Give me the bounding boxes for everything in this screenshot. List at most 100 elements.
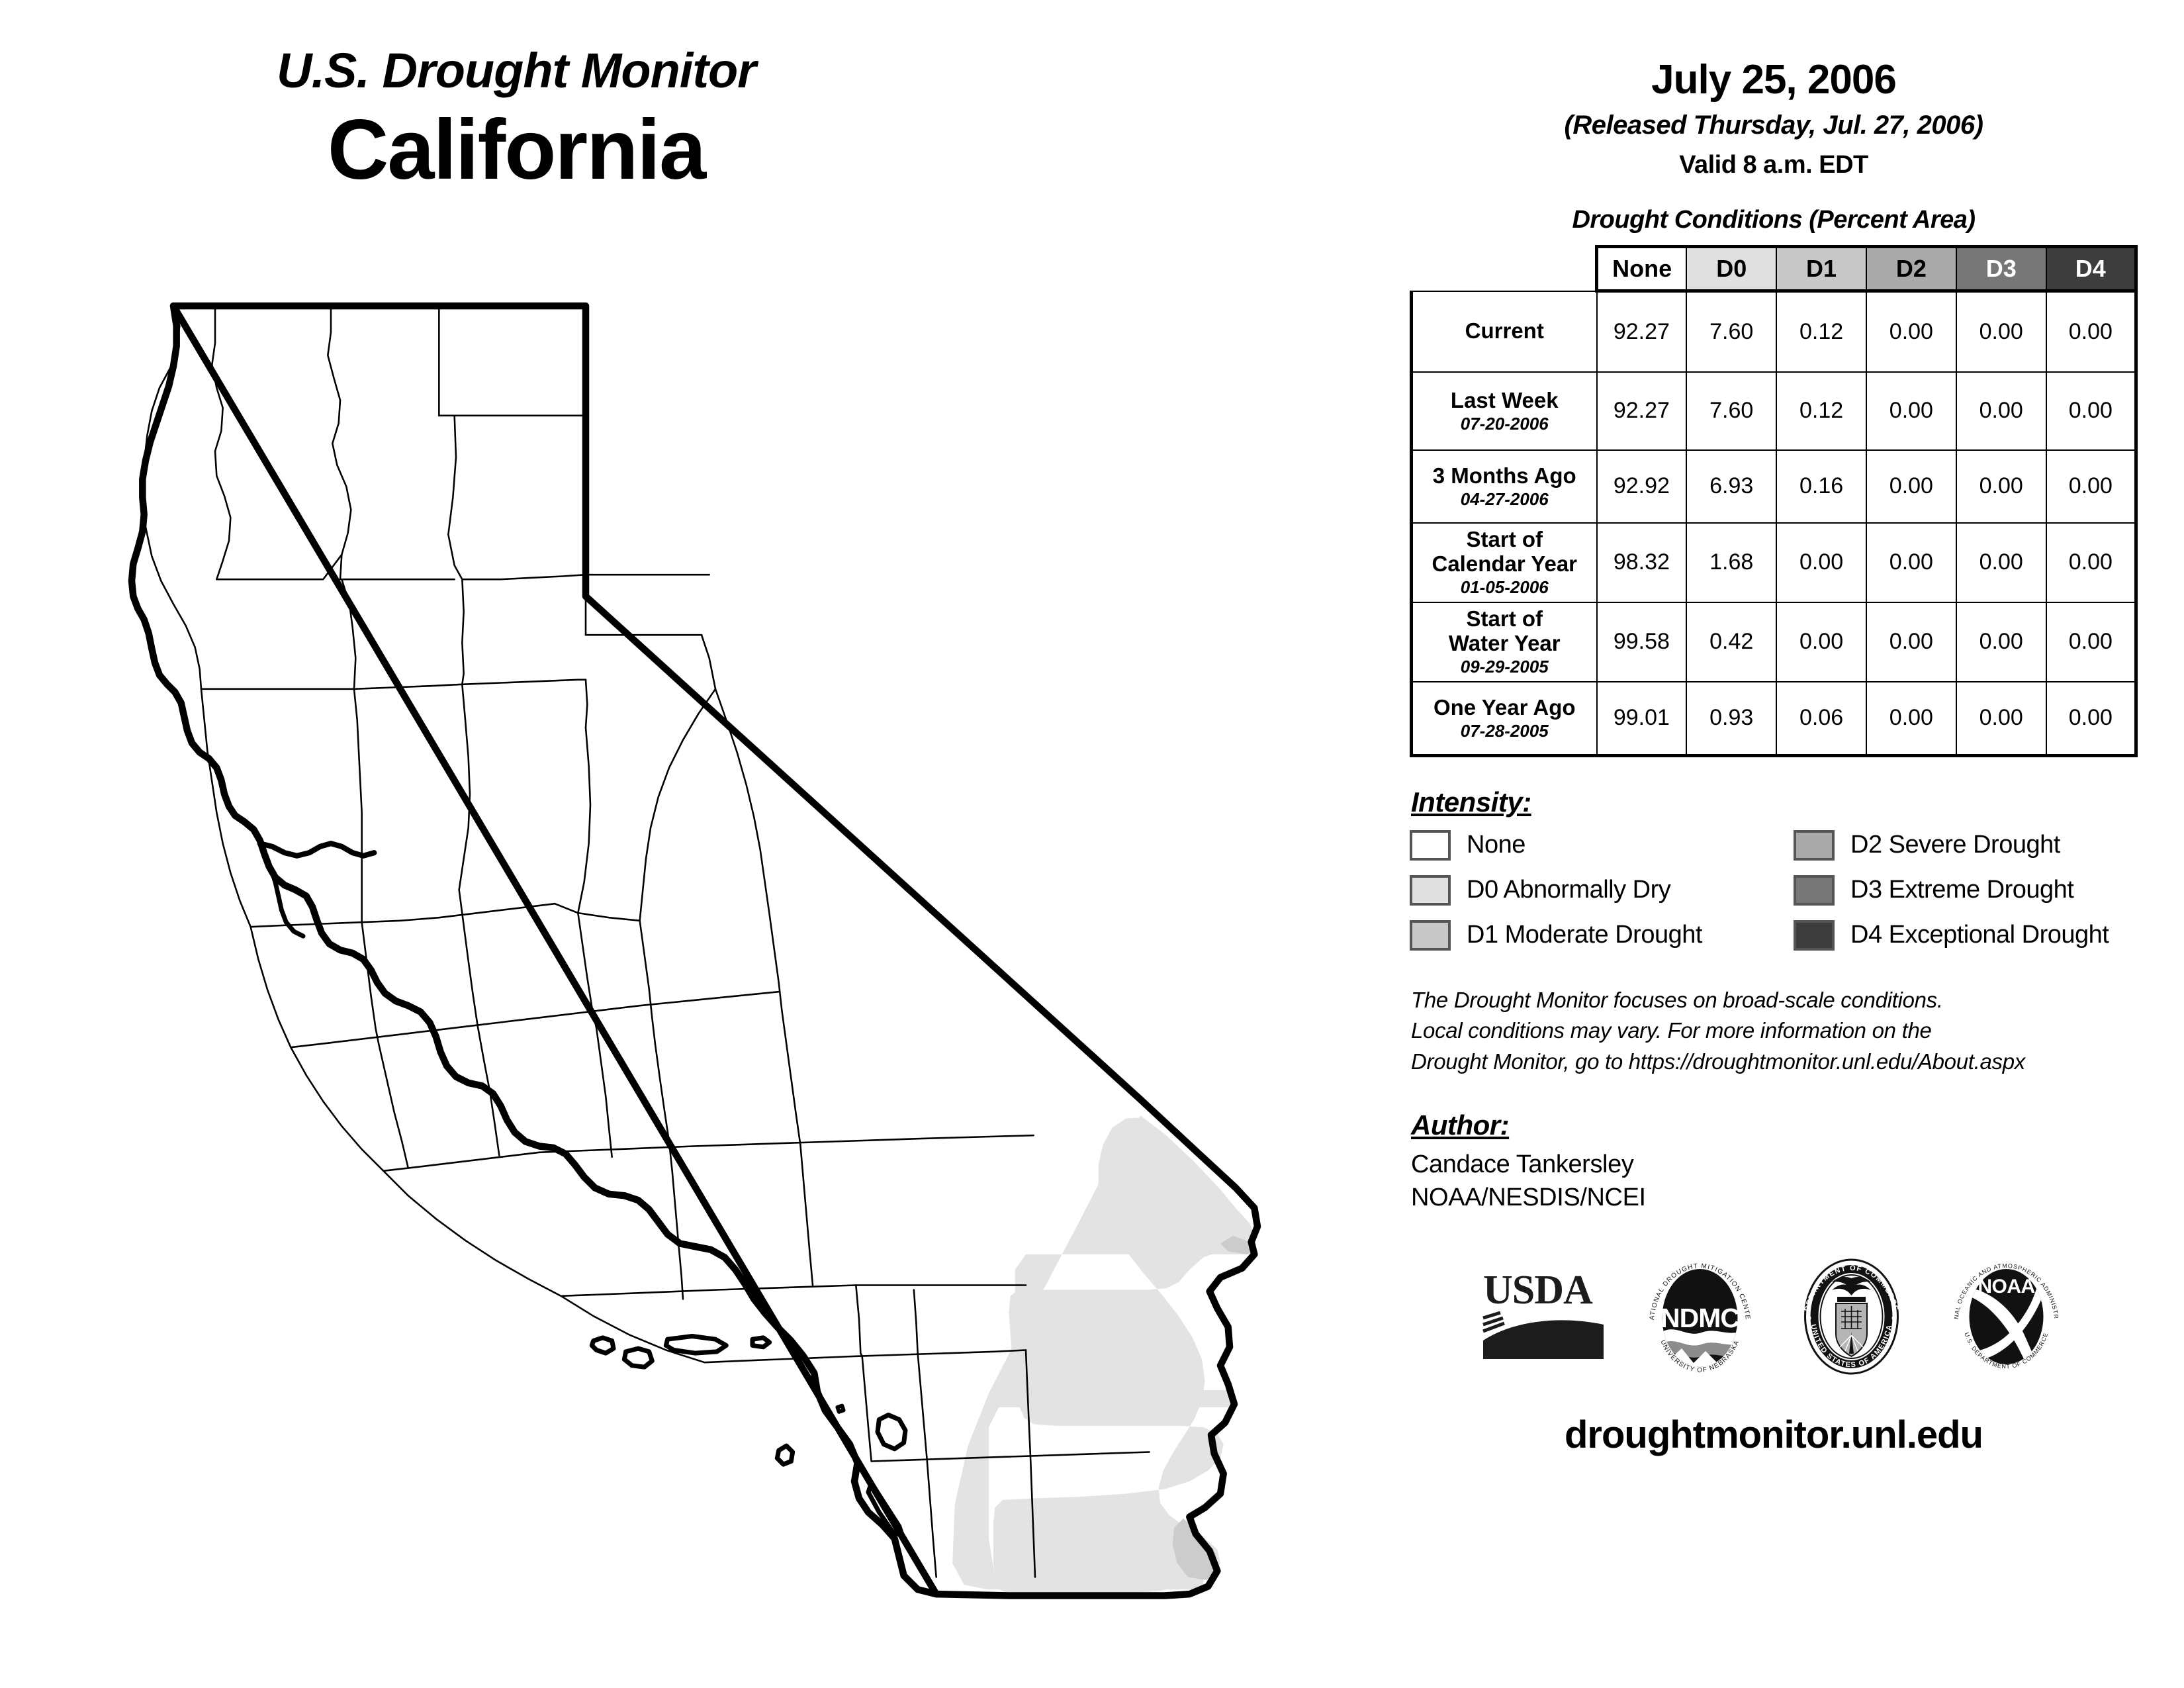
table-caption: Drought Conditions (Percent Area) [1572, 206, 1976, 234]
row-label-date: 07-20-2006 [1460, 413, 1549, 434]
cell-d0: 6.93 [1686, 449, 1778, 524]
cell-none: 92.27 [1596, 371, 1688, 451]
county-boundaries [142, 305, 1150, 1578]
legend-item: D4 Exceptional Drought [1794, 919, 2164, 951]
intensity-legend: None D2 Severe Drought D0 Abnormally Dry D3… [1410, 829, 2164, 951]
cell-d3: 0.00 [1955, 680, 2047, 757]
release-date: (Released Thursday, Jul. 27, 2006) [1564, 111, 1983, 140]
legend-item: D2 Severe Drought [1794, 829, 2164, 861]
table-row: 3 Months Ago 04-27-2006 92.92 6.93 0.16 0.00 0… [1410, 449, 2138, 524]
cell-d0: 7.60 [1686, 371, 1778, 451]
legend-item: D3 Extreme Drought [1794, 874, 2164, 906]
program-title: U.S. Drought Monitor [277, 43, 756, 98]
legend-label: D4 Exceptional Drought [1850, 921, 2109, 949]
table-header-row: None D0 D1 D2 D3 D4 [1411, 245, 2138, 293]
cell-d1: 0.06 [1776, 680, 1867, 757]
valid-time: Valid 8 a.m. EDT [1679, 151, 1868, 179]
author-affiliation: NOAA/NESDIS/NCEI [1411, 1184, 1646, 1212]
legend-swatch [1410, 874, 1451, 906]
california-drought-map[interactable] [99, 271, 1304, 1609]
cell-d4: 0.00 [2045, 449, 2138, 524]
svg-text:NDMC: NDMC [1661, 1303, 1739, 1333]
row-label-date: 01-05-2006 [1460, 577, 1549, 597]
map-panel: U.S. Drought Monitor California [99, 43, 1304, 1609]
cell-d0: 0.93 [1686, 680, 1778, 757]
cell-d3: 0.00 [1955, 371, 2047, 451]
table-row: Start of Calendar Year 01-05-2006 98.32 1.68… [1410, 522, 2138, 603]
cell-d3: 0.00 [1955, 449, 2047, 524]
table-row: One Year Ago 07-28-2005 99.01 0.93 0.06 0.00 0… [1410, 680, 2138, 757]
info-panel: July 25, 2006 (Released Thursday, Jul. 2… [1363, 0, 2184, 1688]
legend-swatch [1410, 829, 1451, 861]
cell-d3: 0.00 [1955, 601, 2047, 682]
date-block: July 25, 2006 (Released Thursday, Jul. 2… [1363, 0, 2184, 179]
legend-swatch [1410, 919, 1451, 951]
row-label-date: 09-29-2005 [1460, 656, 1549, 677]
cell-d1: 0.16 [1776, 449, 1867, 524]
disclaimer-line-3: Drought Monitor, go to https://droughtmo… [1411, 1049, 2025, 1074]
cell-d1: 0.00 [1776, 601, 1867, 682]
row-label-line: Start of [1466, 606, 1543, 632]
legend-item: D1 Moderate Drought [1410, 919, 1794, 951]
cell-none: 99.58 [1596, 601, 1688, 682]
column-header-d3: D3 [1955, 245, 2047, 293]
cell-d2: 0.00 [1865, 449, 1957, 524]
column-header-d4: D4 [2045, 245, 2138, 293]
legend-label: D0 Abnormally Dry [1467, 876, 1671, 904]
row-label: Last Week 07-20-2006 [1410, 371, 1598, 451]
table-corner-cell [1411, 246, 1597, 291]
table-row: Last Week 07-20-2006 92.27 7.60 0.12 0.00 0.00… [1410, 371, 2138, 451]
cell-none: 92.92 [1596, 449, 1688, 524]
author-name: Candace Tankersley [1411, 1150, 1634, 1179]
cell-d4: 0.00 [2045, 601, 2138, 682]
disclaimer-line-1: The Drought Monitor focuses on broad-sca… [1411, 987, 1943, 1012]
cell-none: 99.01 [1596, 680, 1688, 757]
table-row: Start of Water Year 09-29-2005 99.58 0.42 0.0… [1410, 601, 2138, 682]
row-label-line: Last Week [1450, 387, 1559, 412]
svg-text:NOAA: NOAA [1978, 1276, 2034, 1297]
cell-d1: 0.00 [1776, 522, 1867, 603]
row-label: Start of Calendar Year 01-05-2006 [1410, 522, 1598, 603]
table-row: Current 92.27 7.60 0.12 0.00 0.00 0.00 [1410, 290, 2138, 373]
author-heading: Author: [1411, 1109, 1510, 1141]
ndmc-logo: NDMC NATIONAL DROUGHT MITIGATION CENTER … [1639, 1249, 1758, 1380]
row-label-line: 3 Months Ago [1432, 463, 1576, 488]
legend-label: D2 Severe Drought [1850, 831, 2060, 859]
cell-d2: 0.00 [1865, 290, 1957, 373]
legend-swatch [1794, 919, 1835, 951]
cell-d2: 0.00 [1865, 371, 1957, 451]
column-header-d2: D2 [1865, 245, 1957, 293]
row-label-date: 07-28-2005 [1460, 720, 1549, 741]
row-label: One Year Ago 07-28-2005 [1410, 680, 1598, 757]
cell-d1: 0.12 [1776, 290, 1867, 373]
usda-logo: USDA [1480, 1266, 1606, 1369]
cell-d2: 0.00 [1865, 522, 1957, 603]
cell-d4: 0.00 [2045, 371, 2138, 451]
legend-item: None [1410, 829, 1794, 861]
legend-swatch [1794, 829, 1835, 861]
department-of-commerce-seal: DEPARTMENT OF COMMERCE UNITED STATES OF … [1794, 1254, 1909, 1380]
row-label: Current [1410, 290, 1598, 373]
row-label: Start of Water Year 09-29-2005 [1410, 601, 1598, 682]
state-outline [128, 302, 1261, 1599]
cell-d3: 0.00 [1955, 522, 2047, 603]
disclaimer-line-2: Local conditions may vary. For more info… [1411, 1018, 1932, 1043]
cell-d2: 0.00 [1865, 680, 1957, 757]
cell-d0: 0.42 [1686, 601, 1778, 682]
row-label-line: Start of [1466, 527, 1543, 552]
row-label-line: Calendar Year [1432, 551, 1578, 577]
legend-label: D1 Moderate Drought [1467, 921, 1702, 949]
site-url[interactable]: droughtmonitor.unl.edu [1564, 1413, 1983, 1457]
legend-swatch [1794, 874, 1835, 906]
column-header-none: None [1595, 245, 1688, 293]
intensity-heading: Intensity: [1411, 786, 1531, 818]
drought-area-d0 [952, 1115, 1255, 1596]
noaa-logo: NOAA NATIONAL OCEANIC AND ATMOSPHERIC AD… [1942, 1249, 2068, 1380]
legend-item: D0 Abnormally Dry [1410, 874, 1794, 906]
cell-d0: 7.60 [1686, 290, 1778, 373]
cell-d0: 1.68 [1686, 522, 1778, 603]
column-header-d0: D0 [1686, 245, 1778, 293]
row-label-line: One Year Ago [1433, 694, 1576, 720]
cell-d2: 0.00 [1865, 601, 1957, 682]
logo-row: USDA NDMC NATI [1363, 1249, 2184, 1383]
